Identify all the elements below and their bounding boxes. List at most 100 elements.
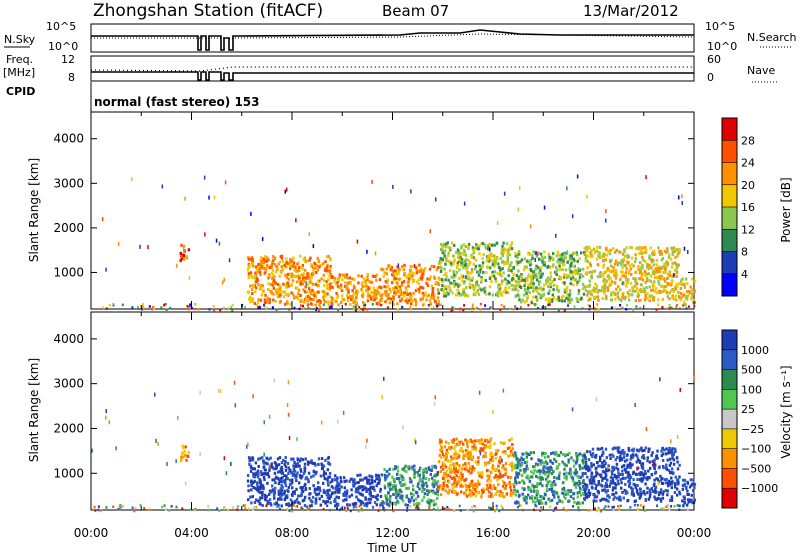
velocity-echo-cell	[605, 456, 608, 460]
power-echo-cell	[269, 266, 272, 270]
velocity-echo-cell	[539, 482, 542, 485]
power-near-range-echo	[193, 307, 196, 311]
velocity-echo-cell	[301, 490, 305, 493]
power-echo-cell	[478, 264, 481, 268]
power-echo-cell	[361, 281, 364, 285]
power-echo-cell	[251, 292, 254, 296]
power-sparse-echo	[681, 201, 683, 206]
power-echo-cell	[562, 294, 565, 298]
velocity-echo-cell	[603, 476, 606, 480]
power-echo-cell	[368, 294, 371, 298]
velocity-echo-cell	[455, 456, 459, 460]
power-near-range-echo	[230, 305, 233, 309]
freq-unit: [MHz]	[3, 66, 35, 79]
power-echo-cell	[660, 252, 663, 256]
velocity-echo-cell	[185, 458, 188, 462]
velocity-echo-cell	[617, 446, 621, 450]
power-echo-cell	[677, 263, 680, 267]
velocity-echo-cell	[617, 472, 621, 476]
power-echo-cell	[589, 251, 592, 255]
power-echo-cell	[307, 277, 310, 280]
power-echo-cell	[598, 245, 602, 249]
velocity-echo-cell	[366, 501, 369, 505]
velocity-near-range-echo	[587, 509, 590, 512]
power-echo-cell	[501, 254, 505, 257]
power-echo-cell	[526, 294, 529, 298]
velocity-echo-cell	[463, 491, 466, 495]
velocity-echo-cell	[632, 493, 635, 497]
velocity-echo-cell	[458, 467, 461, 471]
power-echo-cell	[440, 245, 444, 249]
velocity-echo-cell	[530, 470, 533, 474]
velocity-echo-cell	[678, 490, 681, 494]
power-near-range-echo	[671, 307, 674, 310]
power-sparse-echo	[183, 247, 185, 252]
velocity-echo-cell	[532, 487, 536, 491]
power-echo-cell	[316, 299, 319, 303]
power-near-range-echo	[152, 307, 155, 310]
power-echo-cell	[299, 274, 303, 277]
velocity-echo-cell	[568, 451, 571, 455]
velocity-echo-cell	[478, 482, 481, 486]
power-echo-cell	[447, 253, 450, 257]
power-echo-cell	[419, 269, 423, 273]
power-echo-cell	[316, 264, 319, 268]
power-echo-cell	[593, 269, 596, 273]
power-echo-cell	[508, 253, 512, 257]
power-sparse-echo	[410, 189, 412, 194]
velocity-echo-cell	[666, 489, 669, 493]
power-echo-cell	[623, 263, 626, 267]
velocity-echo-cell	[633, 499, 636, 503]
velocity-echo-cell	[273, 502, 276, 506]
power-near-range-echo	[668, 303, 671, 307]
power-echo-cell	[443, 273, 446, 277]
velocity-echo-cell	[594, 474, 598, 478]
velocity-echo-cell	[615, 476, 618, 480]
velocity-echo-cell	[290, 493, 294, 497]
velocity-echo-cell	[298, 473, 302, 477]
power-echo-cell	[632, 277, 635, 280]
power-echo-cell	[364, 279, 367, 283]
velocity-echo-cell	[426, 489, 429, 493]
velocity-echo-cell	[676, 460, 679, 464]
velocity-near-range-echo	[555, 506, 557, 510]
velocity-echo-cell	[666, 484, 670, 488]
velocity-sparse-echo	[268, 414, 271, 419]
power-echo-cell	[555, 298, 559, 302]
power-echo-cell	[523, 257, 526, 261]
velocity-sparse-echo	[233, 380, 236, 385]
velocity-echo-cell	[361, 478, 364, 482]
power-echo-cell	[623, 250, 626, 254]
velocity-echo-cell	[564, 493, 567, 497]
power-echo-cell	[637, 292, 640, 296]
velocity-echo-cell	[374, 495, 377, 499]
power-echo-cell	[639, 298, 642, 302]
velocity-echo-cell	[621, 473, 624, 477]
velocity-echo-cell	[539, 495, 542, 498]
velocity-echo-cell	[422, 495, 426, 499]
velocity-near-range-echo	[617, 505, 620, 508]
velocity-echo-cell	[320, 462, 323, 466]
power-sparse-echo	[435, 197, 437, 202]
velocity-echo-cell	[685, 485, 688, 489]
velocity-echo-cell	[638, 461, 642, 464]
velocity-sparse-echo	[287, 412, 290, 417]
power-echo-cell	[583, 251, 586, 254]
power-echo-cell	[365, 288, 368, 292]
velocity-echo-cell	[266, 462, 269, 466]
power-echo-cell	[506, 252, 509, 255]
power-echo-cell	[663, 264, 666, 268]
power-echo-cell	[499, 271, 502, 275]
velocity-echo-cell	[487, 494, 491, 498]
velocity-echo-cell	[180, 458, 183, 462]
velocity-echo-cell	[290, 480, 294, 484]
velocity-echo-cell	[521, 458, 525, 461]
power-near-range-echo	[163, 303, 166, 307]
power-echo-cell	[443, 243, 446, 247]
power-echo-cell	[463, 253, 466, 256]
velocity-echo-cell	[668, 457, 672, 461]
power-echo-cell	[318, 265, 321, 269]
power-near-range-echo	[484, 304, 487, 307]
velocity-echo-cell	[477, 479, 480, 483]
velocity-echo-cell	[265, 473, 268, 476]
